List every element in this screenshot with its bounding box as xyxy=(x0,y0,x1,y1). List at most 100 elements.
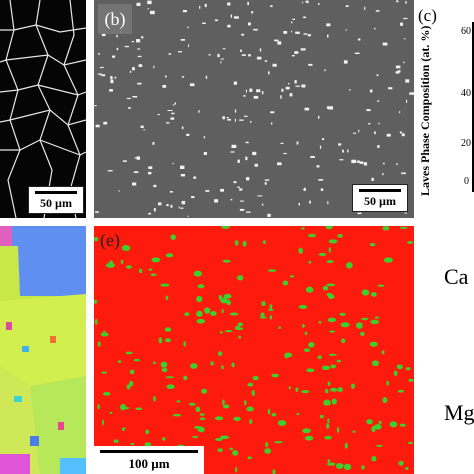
laves-dot xyxy=(217,448,223,452)
particle xyxy=(140,125,144,128)
laves-dot xyxy=(120,259,124,264)
laves-dot xyxy=(170,234,176,240)
particle xyxy=(347,149,349,153)
particle xyxy=(256,56,262,60)
laves-dot xyxy=(369,341,378,347)
particle xyxy=(129,70,132,73)
laves-dot xyxy=(336,359,341,363)
particle xyxy=(272,63,277,67)
laves-dot xyxy=(282,280,289,286)
scale-bar-e: 100 µm xyxy=(94,446,204,474)
laves-dot xyxy=(183,375,188,381)
laves-dot xyxy=(117,360,122,363)
particle xyxy=(409,92,414,95)
particle xyxy=(247,2,249,6)
laves-dot xyxy=(161,367,168,373)
laves-dot xyxy=(223,404,230,409)
laves-dot xyxy=(165,338,171,343)
particle xyxy=(172,104,175,106)
particle xyxy=(157,114,160,116)
particle xyxy=(150,10,155,15)
laves-dot xyxy=(378,420,382,425)
particle xyxy=(243,115,248,117)
laves-dot xyxy=(251,390,255,396)
particle xyxy=(202,22,206,24)
particle xyxy=(256,89,261,93)
laves-dot xyxy=(318,252,327,256)
laves-dot xyxy=(324,435,332,440)
particle xyxy=(292,18,295,20)
particle xyxy=(109,89,113,92)
particle xyxy=(264,182,267,185)
particle xyxy=(241,33,245,36)
laves-dot xyxy=(267,408,271,415)
laves-dot xyxy=(195,406,201,413)
particle xyxy=(198,110,200,113)
micrograph-a: 50 µm xyxy=(0,0,86,218)
laves-dot xyxy=(113,439,119,443)
particle xyxy=(354,52,360,54)
particle xyxy=(399,131,403,134)
particle xyxy=(251,11,254,14)
laves-dot xyxy=(308,342,315,348)
particle xyxy=(233,81,237,85)
particle xyxy=(252,151,257,156)
laves-dot xyxy=(317,355,322,360)
particle xyxy=(322,138,325,140)
laves-dot xyxy=(160,361,168,368)
y-tick-20: 20 xyxy=(461,138,471,149)
particle xyxy=(291,30,293,33)
laves-dot xyxy=(381,350,385,355)
particle xyxy=(351,159,356,164)
particle xyxy=(327,34,329,38)
particle xyxy=(298,202,300,206)
particle xyxy=(358,129,360,133)
panel-e-tag: (e) xyxy=(100,230,120,250)
particle xyxy=(395,71,400,74)
particle xyxy=(107,170,113,172)
laves-dot xyxy=(201,388,207,394)
particle xyxy=(253,95,259,99)
laves-dot xyxy=(229,447,234,450)
particle xyxy=(302,1,304,4)
particle xyxy=(240,49,242,52)
particle xyxy=(181,126,184,130)
particle xyxy=(277,162,282,166)
particle xyxy=(141,36,144,39)
particle xyxy=(205,190,210,192)
laves-dot xyxy=(268,269,277,272)
laves-dot xyxy=(150,273,157,277)
laves-dot xyxy=(129,380,134,387)
laves-dot xyxy=(224,330,233,333)
laves-dot xyxy=(370,319,380,325)
particle xyxy=(181,76,185,78)
laves-dot xyxy=(407,241,413,244)
legend-mg: Mg xyxy=(444,400,474,425)
particle xyxy=(95,124,100,128)
laves-dot xyxy=(244,400,247,406)
laves-dot xyxy=(399,423,406,427)
legend-ca: Ca xyxy=(444,264,469,289)
laves-dot xyxy=(218,294,223,300)
particle xyxy=(294,80,297,84)
particle xyxy=(181,200,186,205)
particle xyxy=(234,118,236,122)
laves-dot xyxy=(103,392,111,396)
laves-dot xyxy=(356,322,363,329)
particle xyxy=(170,117,175,120)
particle xyxy=(281,88,284,92)
particle xyxy=(285,86,290,90)
laves-dot xyxy=(408,378,414,382)
particle xyxy=(153,208,156,212)
particle xyxy=(295,31,300,34)
laves-dot xyxy=(231,362,235,368)
laves-dot xyxy=(271,413,277,417)
orientation-map-d xyxy=(0,226,86,474)
particle xyxy=(122,160,127,162)
laves-dot xyxy=(302,428,311,434)
particle xyxy=(280,95,282,99)
particle xyxy=(318,179,324,181)
particle xyxy=(291,21,293,24)
laves-dot xyxy=(219,331,223,334)
laves-dot xyxy=(190,363,198,369)
